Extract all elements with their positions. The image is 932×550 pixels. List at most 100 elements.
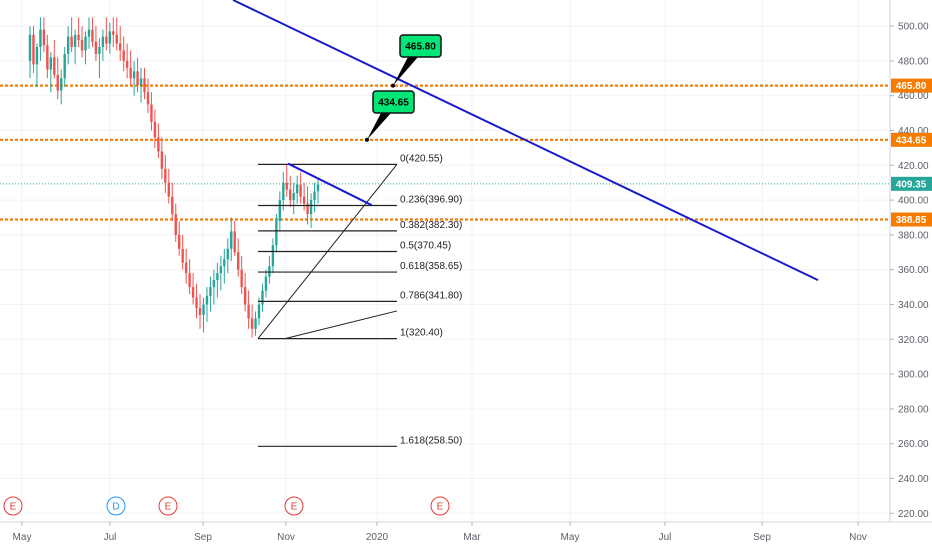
candle-body xyxy=(233,231,236,253)
fib-trend-line[interactable] xyxy=(257,164,398,339)
candle-body xyxy=(174,214,177,235)
price-tick-label: 340.00 xyxy=(898,300,929,311)
event-marker-letter: E xyxy=(165,502,172,513)
callout-box[interactable] xyxy=(399,34,442,58)
candle-body xyxy=(125,60,129,68)
event-marker[interactable] xyxy=(284,496,304,516)
candle-body xyxy=(282,182,285,201)
event-marker-letter: E xyxy=(291,502,298,513)
event-marker-letter: E xyxy=(437,502,444,513)
callout-anchor-point xyxy=(365,137,369,142)
candle-body xyxy=(60,78,63,91)
candle-body xyxy=(236,252,240,270)
callout-pointer xyxy=(393,57,418,86)
fib-level-label: 1.618(258.50) xyxy=(400,435,462,446)
price-tick-label: 300.00 xyxy=(898,370,929,381)
candle-body xyxy=(122,50,125,61)
price-tick-label: 280.00 xyxy=(898,404,929,415)
event-marker[interactable] xyxy=(158,496,178,516)
candle-body xyxy=(56,74,59,91)
candle-body xyxy=(39,29,42,47)
time-tick-label: Sep xyxy=(194,532,212,543)
fib-trend-line-parallel[interactable] xyxy=(284,310,398,340)
candle-body xyxy=(247,304,250,319)
candle-body xyxy=(49,57,53,70)
candle-body xyxy=(35,46,39,65)
fib-level-label: 0.236(396.90) xyxy=(400,194,462,205)
candle-body xyxy=(63,53,66,79)
candle-body xyxy=(292,193,295,201)
callout-anchor-point xyxy=(391,83,395,88)
candle-body xyxy=(139,78,143,86)
price-tick-label: 420.00 xyxy=(898,161,929,172)
fib-level-label: 0.786(341.80) xyxy=(400,290,462,301)
candle-body xyxy=(299,184,302,197)
fibonacci-layer[interactable]: 0(420.55) 0.236(396.90) 0.382(382.30) 0.5(3… xyxy=(257,153,462,447)
price-axis-tags: 465.80 434.65 388.85 409.35 xyxy=(891,78,932,227)
candle-body xyxy=(285,182,288,190)
price-tick-label: 400.00 xyxy=(898,196,929,207)
candle-body xyxy=(205,295,209,305)
callouts-layer[interactable]: 465.80 434.65 xyxy=(365,34,442,142)
trendlines-layer[interactable] xyxy=(232,0,819,282)
candle-body xyxy=(306,203,309,215)
grid-layer xyxy=(0,0,890,522)
candle-body xyxy=(136,71,139,86)
candle-body xyxy=(70,36,73,47)
candle-body xyxy=(112,31,115,35)
candle-body xyxy=(289,189,292,201)
trendline-short[interactable] xyxy=(287,162,373,207)
candle-body xyxy=(160,151,164,169)
event-marker[interactable] xyxy=(430,496,450,516)
candle-body xyxy=(46,45,49,70)
callout-box[interactable] xyxy=(372,90,415,114)
candle-body xyxy=(80,40,84,51)
candle-body xyxy=(191,287,195,298)
time-axis[interactable]: May Jul Sep Nov 2020 Mar May Jul Sep Nov xyxy=(13,522,867,543)
time-tick-label: Mar xyxy=(463,532,481,543)
candle-body xyxy=(212,280,216,288)
callout-label: 465.80 xyxy=(405,42,436,53)
price-level-tag-label: 388.85 xyxy=(896,215,927,226)
candle-body xyxy=(250,318,254,329)
price-levels-layer xyxy=(0,84,890,221)
time-tick-label: Nov xyxy=(849,532,867,543)
candle-body xyxy=(132,71,136,79)
candle-body xyxy=(188,273,191,288)
price-tick-label: 500.00 xyxy=(898,22,929,33)
fib-level-label: 0.382(382.30) xyxy=(400,220,462,231)
candle-body xyxy=(171,196,174,215)
candle-body xyxy=(216,273,219,281)
candle-body xyxy=(230,231,233,249)
candle-body xyxy=(84,36,87,51)
candle-body xyxy=(28,34,32,61)
candle-body xyxy=(202,304,205,315)
candle-body xyxy=(153,121,157,138)
candle-body xyxy=(115,34,118,44)
price-level-tag-label: 434.65 xyxy=(896,135,927,146)
fib-level-label: 0.5(370.45) xyxy=(400,241,451,252)
candle-body xyxy=(87,29,91,37)
candle-body xyxy=(32,34,35,65)
candle-body xyxy=(150,104,153,122)
candle-body xyxy=(53,57,56,75)
trendline-long[interactable] xyxy=(232,0,819,282)
candle-body xyxy=(66,36,70,54)
price-tick-label: 480.00 xyxy=(898,56,929,67)
candle-body xyxy=(164,168,167,183)
event-marker[interactable] xyxy=(106,496,126,516)
candle-body xyxy=(146,92,150,105)
time-tick-label: May xyxy=(561,532,580,543)
event-marker[interactable] xyxy=(3,496,23,516)
candle-body xyxy=(240,269,243,288)
time-tick-label: Jul xyxy=(659,532,672,543)
candle-body xyxy=(254,318,257,329)
candle-body xyxy=(91,29,94,42)
fib-level-label: 0.618(358.65) xyxy=(400,261,462,272)
candle-body xyxy=(101,36,105,47)
price-axis[interactable]: 500.00 480.00 460.00 440.00 420.00 400.00 380.… xyxy=(890,22,929,520)
candle-body xyxy=(195,297,198,308)
